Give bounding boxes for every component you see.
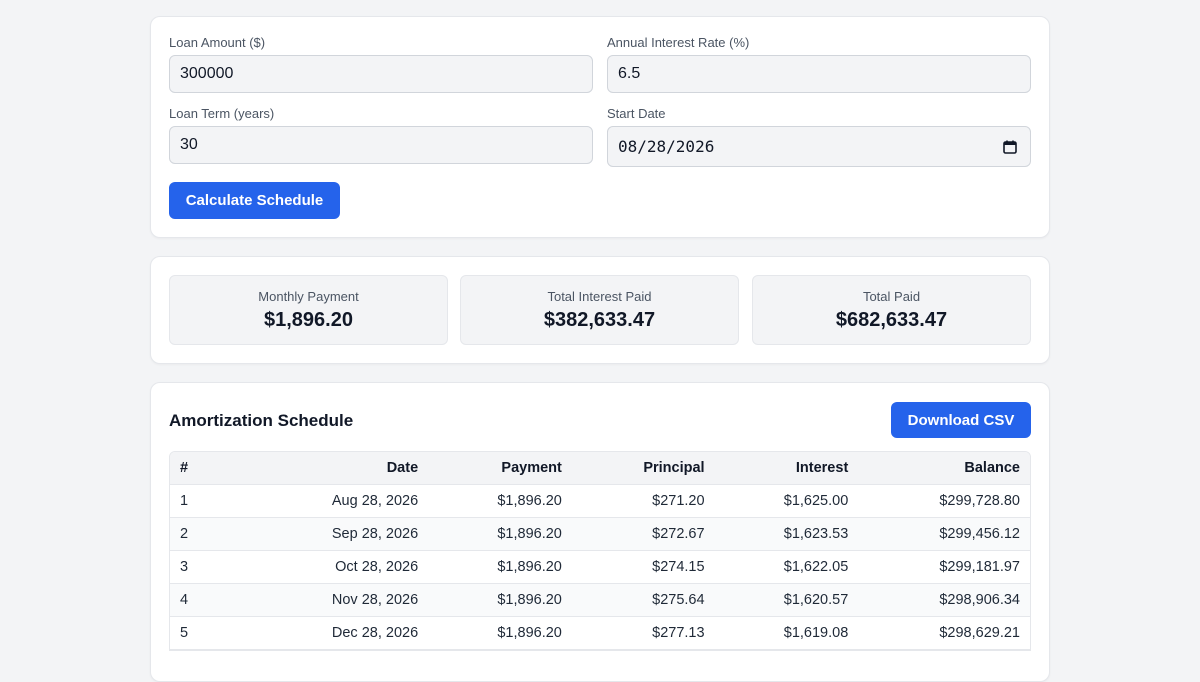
column-header-number: # xyxy=(170,452,242,485)
cell-payment: $1,896.20 xyxy=(428,616,572,650)
interest-rate-field: Annual Interest Rate (%) 6.5 xyxy=(607,35,1031,93)
cell-balance: $299,181.97 xyxy=(858,550,1030,584)
monthly-payment-stat: Monthly Payment $1,896.20 xyxy=(169,275,448,345)
cell-payment: $1,896.20 xyxy=(428,517,572,551)
start-date-input[interactable]: 08/28/2026 xyxy=(607,126,1031,167)
cell-date: Dec 28, 2026 xyxy=(241,616,429,650)
table-header-row: # Date Payment Principal Interest Balanc… xyxy=(170,452,1030,485)
cell-balance: $298,629.21 xyxy=(858,616,1030,650)
column-header-principal: Principal xyxy=(571,452,715,485)
loan-inputs-card: Loan Amount ($) 300000 Annual Interest R… xyxy=(150,16,1050,238)
total-interest-value: $382,633.47 xyxy=(543,309,656,331)
cell-balance: $298,906.34 xyxy=(858,583,1030,617)
cell-number: 1 xyxy=(170,484,242,518)
loan-amount-input[interactable]: 300000 xyxy=(169,55,593,93)
table-row: 5 Dec 28, 2026 $1,896.20 $277.13 $1,619.… xyxy=(170,616,1030,650)
monthly-payment-label: Monthly Payment xyxy=(258,289,359,304)
column-header-payment: Payment xyxy=(428,452,572,485)
cell-balance: $299,456.12 xyxy=(858,517,1030,551)
loan-term-input[interactable]: 30 xyxy=(169,126,593,164)
start-date-field: Start Date 08/28/2026 xyxy=(607,106,1031,167)
start-date-value: 08/28/2026 xyxy=(618,137,715,156)
column-header-balance: Balance xyxy=(858,452,1030,485)
cell-date: Oct 28, 2026 xyxy=(241,550,429,584)
monthly-payment-value: $1,896.20 xyxy=(264,309,353,331)
download-csv-button[interactable]: Download CSV xyxy=(891,402,1031,438)
table-row: 4 Nov 28, 2026 $1,896.20 $275.64 $1,620.… xyxy=(170,583,1030,617)
loan-amount-field: Loan Amount ($) 300000 xyxy=(169,35,593,93)
total-interest-label: Total Interest Paid xyxy=(547,289,652,304)
cell-payment: $1,896.20 xyxy=(428,583,572,617)
cell-date: Nov 28, 2026 xyxy=(241,583,429,617)
cell-interest: $1,623.53 xyxy=(714,517,859,551)
cell-balance: $299,728.80 xyxy=(858,484,1030,518)
amortization-schedule-card: Amortization Schedule Download CSV # Dat… xyxy=(150,382,1050,682)
cell-date: Aug 28, 2026 xyxy=(241,484,429,518)
cell-principal: $274.15 xyxy=(571,550,715,584)
cell-principal: $271.20 xyxy=(571,484,715,518)
cell-payment: $1,896.20 xyxy=(428,550,572,584)
cell-interest: $1,625.00 xyxy=(714,484,859,518)
cell-date: Sep 28, 2026 xyxy=(241,517,429,551)
interest-rate-input[interactable]: 6.5 xyxy=(607,55,1031,93)
cell-interest: $1,622.05 xyxy=(714,550,859,584)
loan-term-label: Loan Term (years) xyxy=(169,106,275,121)
schedule-title: Amortization Schedule xyxy=(169,411,354,430)
start-date-label: Start Date xyxy=(607,106,666,121)
cell-number: 3 xyxy=(170,550,242,584)
interest-rate-label: Annual Interest Rate (%) xyxy=(607,35,750,50)
loan-term-field: Loan Term (years) 30 xyxy=(169,106,593,164)
calendar-icon[interactable] xyxy=(1002,139,1018,155)
amortization-table: # Date Payment Principal Interest Balanc… xyxy=(169,451,1031,651)
total-paid-stat: Total Paid $682,633.47 xyxy=(752,275,1031,345)
column-header-date: Date xyxy=(241,452,429,485)
table-row: 3 Oct 28, 2026 $1,896.20 $274.15 $1,622.… xyxy=(170,550,1030,584)
total-paid-value: $682,633.47 xyxy=(835,309,948,331)
table-row: 1 Aug 28, 2026 $1,896.20 $271.20 $1,625.… xyxy=(170,484,1030,518)
loan-amount-label: Loan Amount ($) xyxy=(169,35,266,50)
calculate-schedule-button[interactable]: Calculate Schedule xyxy=(169,182,340,219)
cell-principal: $272.67 xyxy=(571,517,715,551)
table-row: 2 Sep 28, 2026 $1,896.20 $272.67 $1,623.… xyxy=(170,517,1030,551)
cell-payment: $1,896.20 xyxy=(428,484,572,518)
cell-number: 5 xyxy=(170,616,242,650)
cell-interest: $1,619.08 xyxy=(714,616,859,650)
cell-number: 2 xyxy=(170,517,242,551)
summary-card: Monthly Payment $1,896.20 Total Interest… xyxy=(150,256,1050,364)
column-header-interest: Interest xyxy=(714,452,859,485)
cell-interest: $1,620.57 xyxy=(714,583,859,617)
cell-number: 4 xyxy=(170,583,242,617)
total-paid-label: Total Paid xyxy=(862,289,921,304)
total-interest-stat: Total Interest Paid $382,633.47 xyxy=(460,275,739,345)
cell-principal: $275.64 xyxy=(571,583,715,617)
cell-principal: $277.13 xyxy=(571,616,715,650)
